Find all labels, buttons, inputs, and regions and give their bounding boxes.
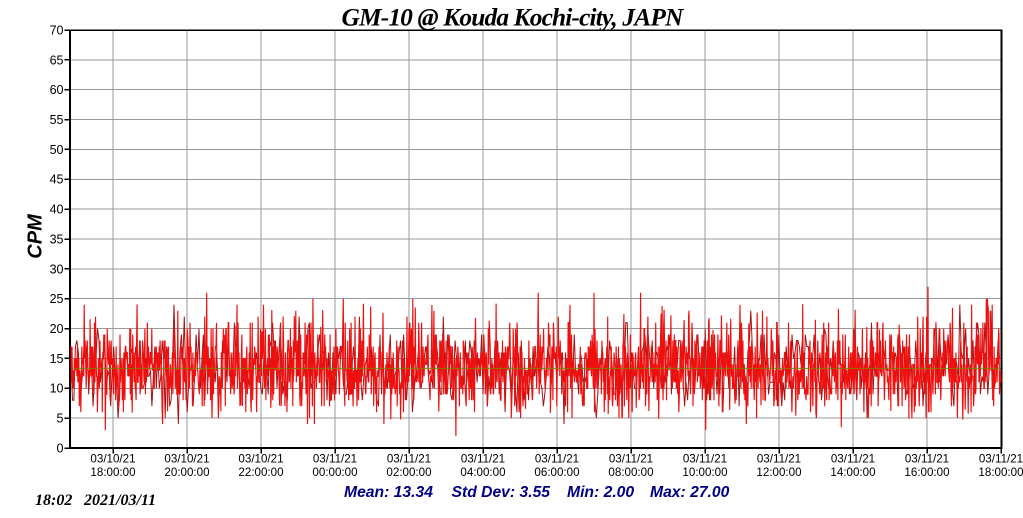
svg-text:03/11/21: 03/11/21 [461,453,505,466]
svg-text:14:00:00: 14:00:00 [830,466,875,479]
svg-text:22:00:00: 22:00:00 [238,466,283,479]
svg-text:50: 50 [50,143,64,157]
svg-text:18:00:00: 18:00:00 [978,466,1023,479]
svg-text:12:00:00: 12:00:00 [756,466,801,479]
svg-text:55: 55 [50,113,64,127]
svg-text:45: 45 [50,173,64,187]
svg-text:03/11/21: 03/11/21 [313,453,357,466]
svg-text:03/11/21: 03/11/21 [831,453,875,466]
svg-text:18:02: 18:02 [35,492,72,509]
svg-text:70: 70 [50,23,64,37]
svg-text:30: 30 [50,262,64,276]
svg-text:03/10/21: 03/10/21 [90,453,135,466]
svg-text:04:00:00: 04:00:00 [460,466,505,479]
svg-text:03/11/21: 03/11/21 [387,453,431,466]
svg-text:03/11/21: 03/11/21 [609,453,653,466]
svg-text:GM-10 @ Kouda Kochi-city, JAPN: GM-10 @ Kouda Kochi-city, JAPN [342,4,685,32]
svg-text:Mean: 13.34: Mean: 13.34 [344,484,433,501]
svg-text:03/10/21: 03/10/21 [164,453,209,466]
svg-text:35: 35 [50,232,64,246]
svg-text:15: 15 [50,352,64,366]
svg-text:2021/03/11: 2021/03/11 [83,492,156,509]
svg-text:06:00:00: 06:00:00 [534,466,579,479]
svg-text:65: 65 [50,53,64,67]
svg-text:CPM: CPM [25,213,47,259]
svg-text:16:00:00: 16:00:00 [904,466,949,479]
svg-text:10: 10 [50,382,64,396]
svg-text:0: 0 [57,441,64,455]
svg-text:08:00:00: 08:00:00 [608,466,653,479]
svg-text:18:00:00: 18:00:00 [90,466,135,479]
svg-text:10:00:00: 10:00:00 [682,466,727,479]
svg-text:03/11/21: 03/11/21 [535,453,579,466]
svg-text:20:00:00: 20:00:00 [164,466,209,479]
svg-text:03/11/21: 03/11/21 [683,453,727,466]
svg-text:40: 40 [50,203,64,217]
svg-text:03/10/21: 03/10/21 [238,453,283,466]
svg-text:20: 20 [50,322,64,336]
svg-text:03/11/21: 03/11/21 [979,453,1023,466]
svg-text:03/11/21: 03/11/21 [757,453,801,466]
svg-text:Min: 2.00: Min: 2.00 [567,484,634,501]
svg-text:02:00:00: 02:00:00 [386,466,431,479]
svg-text:5: 5 [57,412,64,426]
svg-text:00:00:00: 00:00:00 [312,466,357,479]
svg-text:25: 25 [50,292,64,306]
svg-text:03/11/21: 03/11/21 [905,453,949,466]
svg-text:Std Dev: 3.55: Std Dev: 3.55 [452,484,551,501]
svg-text:Max: 27.00: Max: 27.00 [650,484,730,501]
svg-text:60: 60 [50,83,64,97]
